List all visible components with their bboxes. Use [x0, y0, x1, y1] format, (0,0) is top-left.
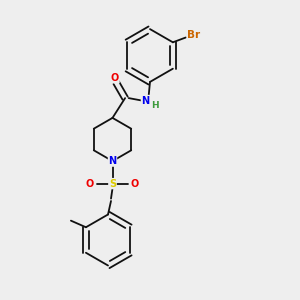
- Text: O: O: [86, 178, 94, 189]
- Text: S: S: [109, 178, 116, 189]
- Text: N: N: [108, 156, 117, 166]
- Text: O: O: [131, 178, 139, 189]
- Text: O: O: [111, 73, 119, 83]
- Text: Br: Br: [187, 30, 200, 40]
- Text: N: N: [141, 95, 150, 106]
- Text: H: H: [151, 101, 158, 110]
